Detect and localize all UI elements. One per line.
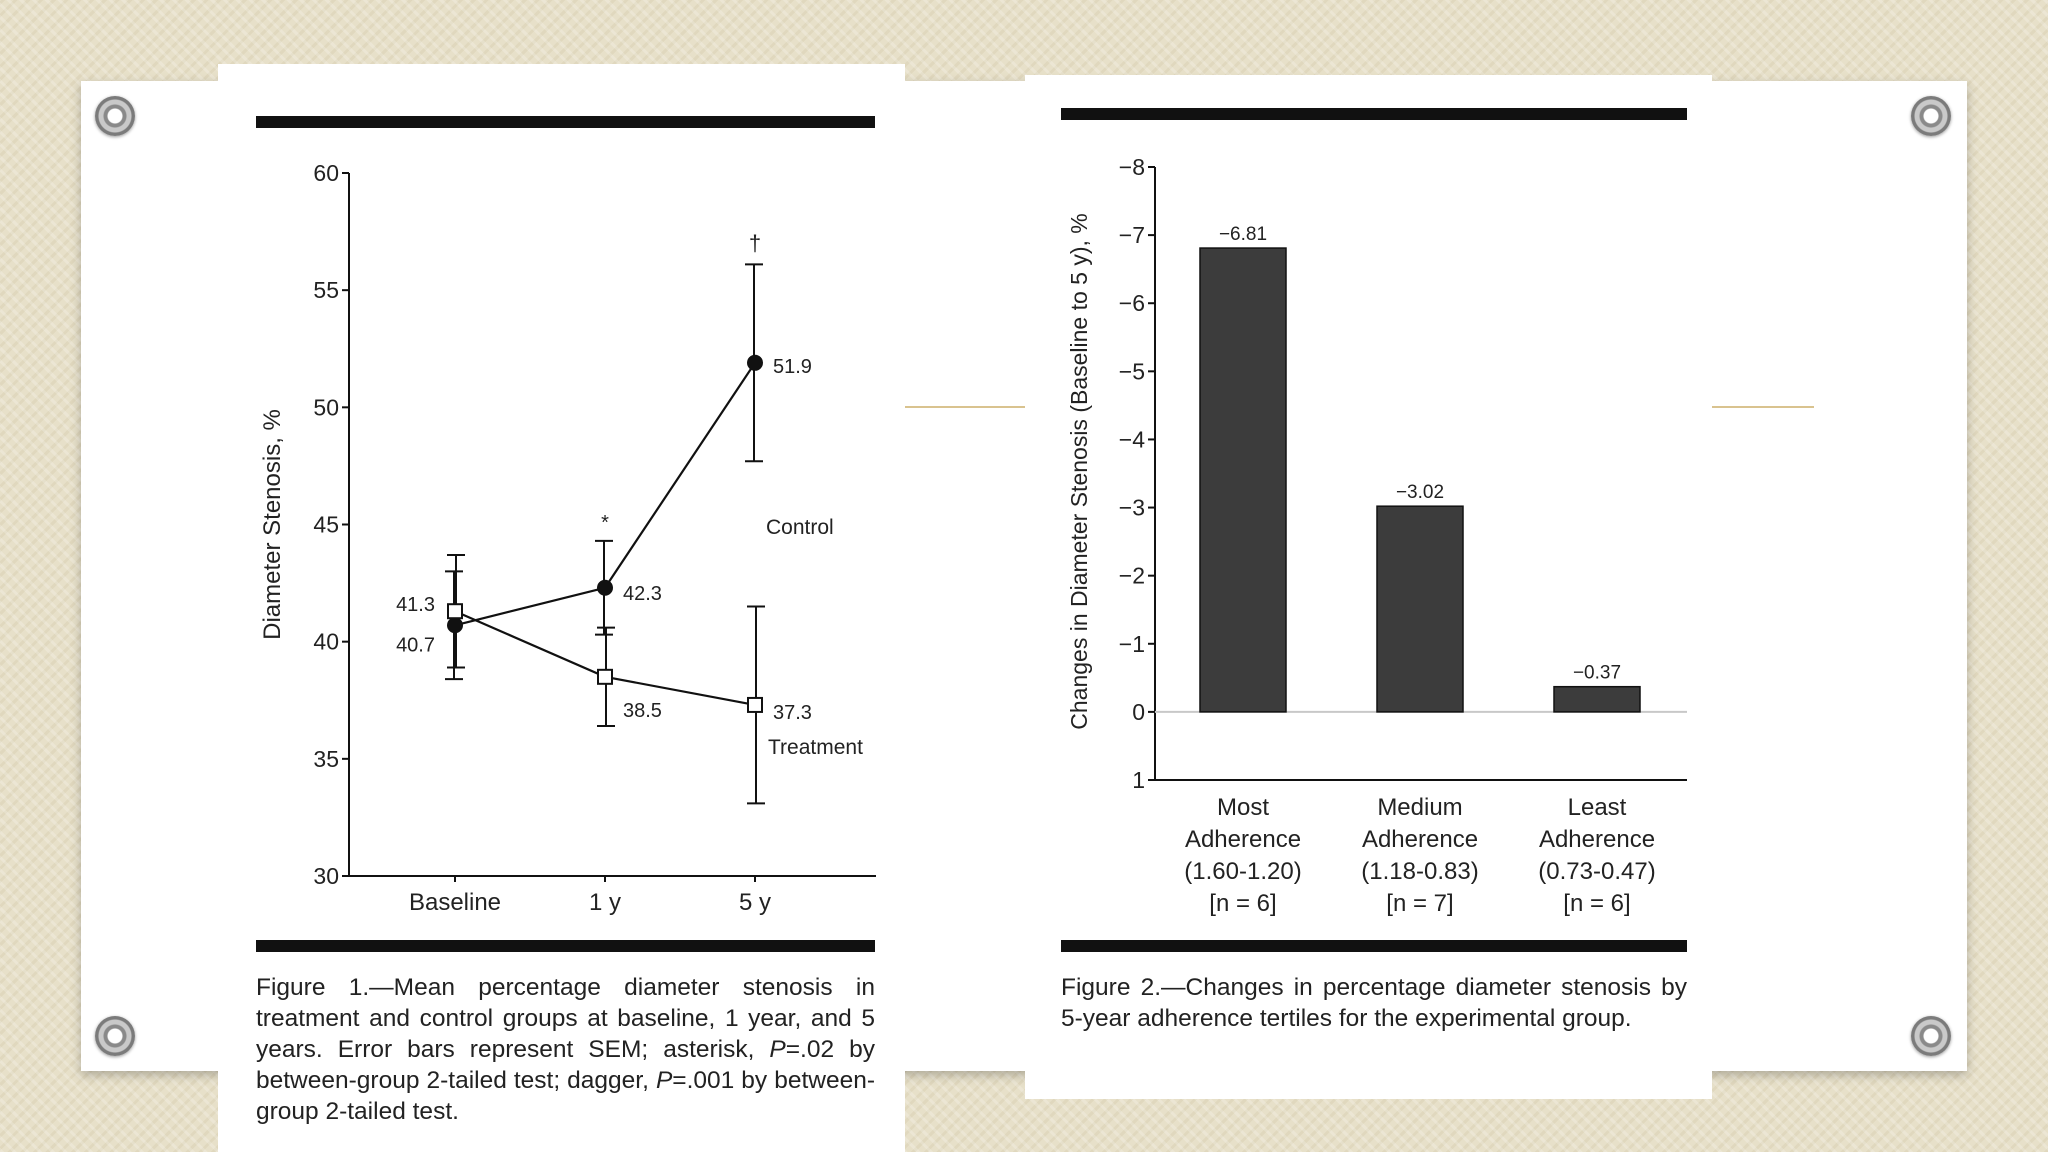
- x-category-label: Most: [1217, 794, 1269, 821]
- treatment-point: [747, 696, 763, 713]
- data-label: 37.3: [773, 702, 812, 724]
- y-tick-label: 55: [313, 277, 339, 303]
- figure1-bottom-rule: [256, 940, 875, 952]
- figure2-bottom-rule: [1061, 940, 1687, 952]
- y-tick-label: −6: [1119, 290, 1145, 316]
- y-tick-label: −2: [1119, 563, 1145, 589]
- x-category-label: Adherence: [1362, 826, 1478, 853]
- figure2-caption: Figure 2.—Changes in percentage diameter…: [1061, 974, 1687, 1032]
- y-tick-label: −7: [1119, 222, 1145, 248]
- x-category-label: Adherence: [1185, 826, 1301, 853]
- dagger-annotation: †: [749, 230, 761, 255]
- asterisk-annotation: *: [601, 512, 609, 534]
- bar: [1199, 247, 1287, 713]
- bar-value-label: −3.02: [1396, 482, 1444, 503]
- bar-value-label: −6.81: [1219, 224, 1267, 245]
- y-tick-label: 1: [1132, 767, 1145, 793]
- y-tick-label: −1: [1119, 631, 1145, 657]
- figure1-caption-end: =.001 by between-group 2-tailed test.: [256, 1067, 875, 1125]
- figure1-chart: 30 35 40 45 50 55 60 Baseline 1 y 5 y Diameter Ste…: [259, 160, 876, 916]
- x-tick-label: 1 y: [589, 889, 621, 916]
- y-tick-label: −4: [1119, 426, 1145, 452]
- y-tick-label: 60: [313, 160, 339, 186]
- figure2-top-rule: [1061, 108, 1687, 120]
- data-label: 42.3: [623, 583, 662, 605]
- x-tick-label: 5 y: [739, 889, 771, 916]
- figure1-caption: Figure 1.—Mean percentage diameter steno…: [256, 972, 875, 1127]
- bar: [1376, 505, 1464, 713]
- bar-value-label: −0.37: [1573, 663, 1621, 684]
- data-label: 40.7: [396, 634, 435, 656]
- x-category-label: (1.18-0.83): [1361, 858, 1478, 885]
- y-axis-label: Changes in Diameter Stenosis (Baseline t…: [1066, 213, 1092, 729]
- figure1-top-rule: [256, 116, 875, 128]
- x-category-label: Least: [1568, 794, 1627, 821]
- x-category-label: [n = 6]: [1563, 890, 1630, 917]
- data-label: 51.9: [773, 356, 812, 378]
- x-category-label: (0.73-0.47): [1538, 858, 1655, 885]
- x-tick-label: Baseline: [409, 889, 501, 916]
- figure1-caption-text: —Mean percentage diameter stenosis in tr…: [256, 974, 875, 1063]
- treatment-point: [597, 668, 613, 685]
- x-category-label: Medium: [1377, 794, 1462, 821]
- x-category-label: [n = 6]: [1209, 890, 1276, 917]
- control-point: [747, 354, 763, 371]
- series-name-control: Control: [766, 516, 834, 539]
- y-tick-label: −3: [1119, 495, 1145, 521]
- treatment-point: [447, 603, 463, 620]
- x-category-label: (1.60-1.20): [1184, 858, 1301, 885]
- accent-line-right: [1712, 406, 1814, 408]
- y-tick-label: 35: [313, 746, 339, 772]
- data-label: 41.3: [396, 594, 435, 616]
- y-tick-label: 45: [313, 512, 339, 538]
- control-point: [447, 617, 463, 634]
- y-tick-label: 30: [313, 863, 339, 889]
- grommet-bottom-left: [95, 1016, 135, 1056]
- y-tick-label: −8: [1119, 154, 1145, 180]
- y-tick-label: 50: [313, 394, 339, 420]
- control-point: [597, 579, 613, 596]
- bar: [1553, 685, 1641, 713]
- y-axis-label: Diameter Stenosis, %: [259, 409, 286, 640]
- figure2-chart: 1 0 −1 −2 −3 −4 −5 −6 −7 −8 Changes in Diameter St…: [1066, 154, 1687, 917]
- figure1-caption-mid: =.02 by between-group 2-tailed test; dag…: [256, 1036, 875, 1094]
- series-name-treatment: Treatment: [768, 736, 863, 759]
- grommet-top-left: [95, 96, 135, 136]
- figure1-card: 30 35 40 45 50 55 60 Baseline 1 y 5 y Diameter Ste…: [218, 64, 905, 1152]
- x-category-label: [n = 7]: [1386, 890, 1453, 917]
- figure1-caption-lead: Figure 1.: [256, 974, 370, 1001]
- y-tick-label: 40: [313, 629, 339, 655]
- figure2-card: 1 0 −1 −2 −3 −4 −5 −6 −7 −8 Changes in Diameter St…: [1025, 75, 1712, 1099]
- y-tick-label: 0: [1132, 699, 1145, 725]
- accent-line-left: [905, 406, 1025, 408]
- grommet-top-right: [1911, 96, 1951, 136]
- data-label: 38.5: [623, 700, 662, 722]
- y-tick-label: −5: [1119, 358, 1145, 384]
- figure1-caption-p1: P: [769, 1036, 786, 1063]
- x-category-label: Adherence: [1539, 826, 1655, 853]
- figure1-caption-p2: P: [655, 1067, 673, 1094]
- grommet-bottom-right: [1911, 1016, 1951, 1056]
